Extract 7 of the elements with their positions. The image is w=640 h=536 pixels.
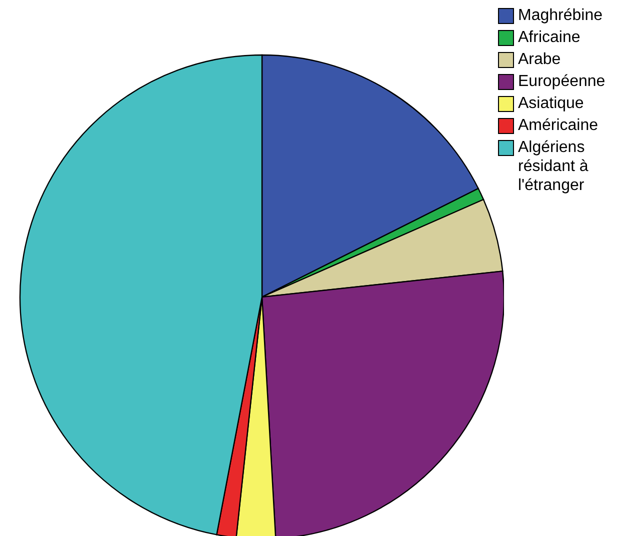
legend-label: Européenne [518,72,606,91]
legend-label: Asiatique [518,94,585,113]
legend-label: Algériens résidant à l'étranger [518,138,590,195]
legend-label: Maghrébine [518,6,604,25]
legend-label: Africaine [518,28,582,47]
legend-label: Arabe [518,50,562,69]
legend-label: Américaine [518,116,600,135]
